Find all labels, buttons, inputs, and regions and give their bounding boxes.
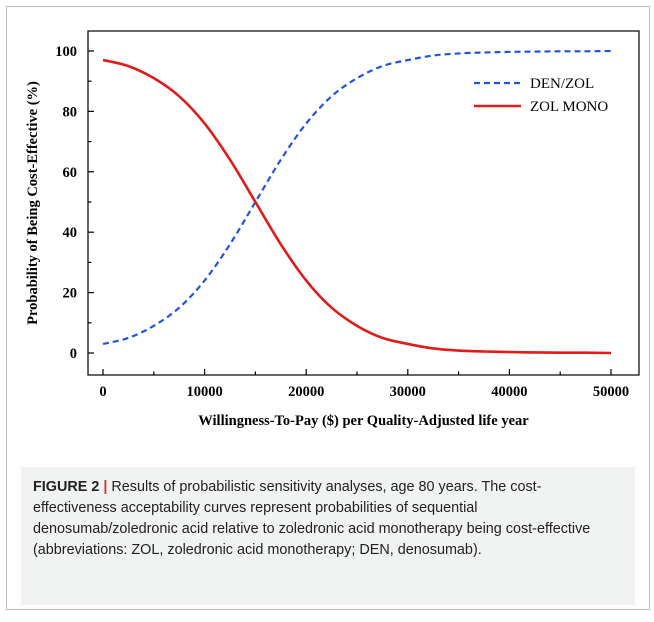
y-axis-label: Probability of Being Cost-Effective (%) bbox=[25, 81, 41, 325]
x-tick-label: 10000 bbox=[186, 384, 222, 400]
series-line-den-zol bbox=[102, 49, 612, 346]
y-tick-label: 60 bbox=[63, 165, 78, 181]
y-tick-label: 20 bbox=[63, 286, 78, 302]
x-tick-label: 20000 bbox=[288, 384, 324, 400]
caption-separator: | bbox=[103, 479, 108, 495]
x-tick-label: 0 bbox=[99, 384, 106, 400]
x-tick-label: 40000 bbox=[491, 384, 527, 400]
chart-area: 0 10000 20000 30000 40000 50000 0 20 40 60 80 100 … bbox=[7, 7, 649, 477]
x-axis-label: Willingness-To-Pay ($) per Quality-Adjus… bbox=[198, 413, 529, 429]
figure-caption: FIGURE 2 | Results of probabilistic sensit… bbox=[21, 467, 635, 605]
line-chart: 0 10000 20000 30000 40000 50000 020406080100 … bbox=[25, 30, 640, 429]
caption-label: FIGURE 2 bbox=[33, 479, 100, 495]
y-tick-label: 0 bbox=[70, 346, 77, 362]
figure: 0 10000 20000 30000 40000 50000 0 20 40 60 80 100 … bbox=[6, 6, 650, 610]
x-tick-label: 30000 bbox=[390, 384, 426, 400]
y-tick-label: 80 bbox=[63, 104, 78, 120]
legend-label: ZOL MONO bbox=[530, 99, 608, 115]
plot-border bbox=[87, 30, 640, 376]
series-line-zol-mono bbox=[102, 58, 612, 355]
y-tick-label: 100 bbox=[55, 44, 77, 60]
legend-label: DEN/ZOL bbox=[530, 76, 594, 92]
x-tick-label: 50000 bbox=[593, 384, 629, 400]
caption-text: Results of probabilistic sensitivity ana… bbox=[33, 479, 591, 558]
y-tick-label: 40 bbox=[63, 225, 78, 241]
